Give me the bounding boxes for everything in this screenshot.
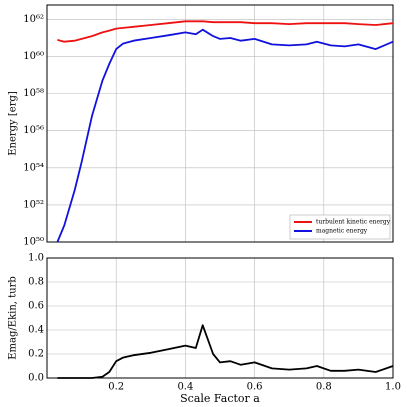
y-axis-label: Energy [erg] — [8, 91, 19, 156]
y-tick-label: 10⁵⁴ — [23, 162, 44, 173]
y-tick-label: 0.4 — [28, 325, 44, 336]
data-line — [57, 324, 394, 379]
y-tick-label: 0.6 — [28, 301, 44, 312]
y-tick-label: 10⁶² — [23, 14, 44, 25]
y-tick-label: 10⁶⁰ — [23, 51, 44, 62]
y-tick-label: 0.8 — [28, 277, 44, 288]
x-tick-label: 0.6 — [247, 382, 263, 393]
x-tick-label: 0.8 — [316, 382, 332, 393]
y-tick-label: 1.0 — [28, 253, 44, 264]
y-tick-label: 0.2 — [28, 349, 44, 360]
legend-label: magnetic energy — [316, 228, 368, 235]
x-tick-label: 1.0 — [385, 382, 401, 393]
y-tick-label: 10⁵⁰ — [23, 237, 44, 248]
y-tick-label: 10⁵⁶ — [23, 125, 44, 136]
y-axis-label: Emag/Ekin, turb — [8, 276, 19, 360]
y-tick-label: 0.0 — [28, 373, 44, 384]
series-line — [56, 28, 394, 243]
plot-frame — [46, 257, 394, 379]
plot-frame — [46, 4, 394, 243]
y-tick-label: 10⁵² — [23, 199, 44, 210]
legend-box — [289, 214, 391, 240]
x-tick-label: 0.4 — [177, 382, 193, 393]
x-axis-label: Scale Factor a — [180, 392, 260, 405]
series-line — [57, 20, 394, 43]
y-tick-label: 10⁵⁸ — [23, 88, 44, 99]
x-tick-label: 0.2 — [108, 382, 124, 393]
legend-label: turbulent kinetic energy — [316, 219, 391, 226]
